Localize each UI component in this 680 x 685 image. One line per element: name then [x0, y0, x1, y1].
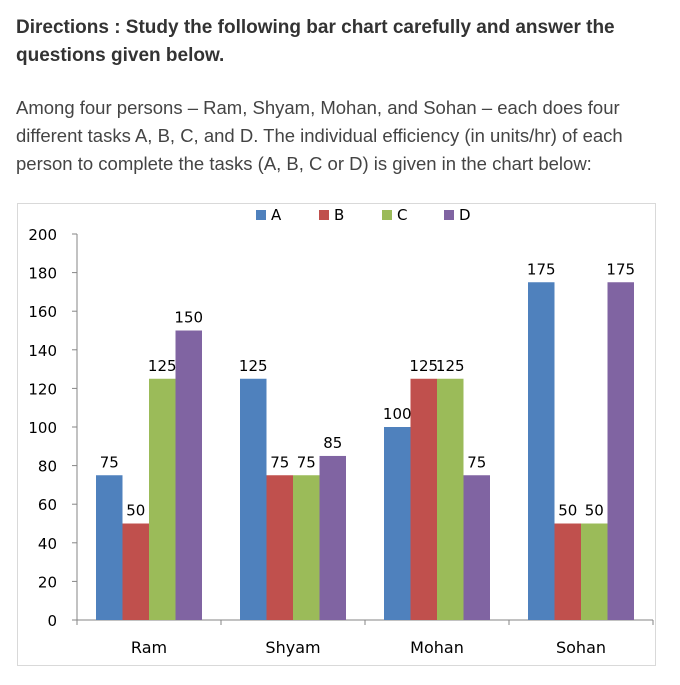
bar-mohan-b: [410, 378, 437, 620]
data-label: 50: [126, 502, 145, 520]
data-label: 75: [270, 453, 289, 471]
x-category-label: Sohan: [556, 638, 606, 657]
y-tick-label: 0: [47, 612, 57, 630]
x-axis: Ram Shyam Mohan Sohan: [76, 619, 654, 657]
y-tick-label: 140: [28, 342, 57, 360]
data-label: 150: [174, 309, 203, 327]
bar-shyam-c: [293, 475, 320, 620]
bar-shyam-d: [319, 455, 346, 620]
x-category-label: Shyam: [265, 638, 320, 657]
data-label: 175: [606, 260, 635, 278]
data-label: 125: [148, 357, 177, 375]
legend-swatch-a: [256, 210, 266, 220]
data-label: 125: [239, 357, 268, 375]
bar-mohan-d: [463, 475, 490, 620]
legend-label: A: [271, 206, 282, 224]
bar-sohan-b: [554, 523, 581, 620]
bar-ram-d: [175, 330, 202, 620]
y-tick-label: 120: [28, 380, 57, 398]
data-label: 125: [409, 357, 438, 375]
data-label: 125: [436, 357, 465, 375]
intro-text: Among four persons – Ram, Shyam, Mohan, …: [16, 97, 623, 174]
data-label: 75: [297, 453, 316, 471]
data-label: 50: [558, 502, 577, 520]
y-tick-label: 60: [38, 496, 57, 514]
legend-label: C: [397, 206, 407, 224]
x-category-label: Ram: [131, 638, 167, 657]
y-tick-label: 200: [28, 226, 57, 244]
data-label: 75: [467, 453, 486, 471]
bar-shyam-a: [240, 378, 267, 620]
bar-sohan-d: [607, 282, 634, 620]
data-label: 50: [585, 502, 604, 520]
legend-swatch-c: [382, 210, 392, 220]
bar-mohan-a: [384, 427, 411, 620]
chart-legend: A B C D: [256, 206, 471, 224]
x-category-label: Mohan: [410, 638, 464, 657]
y-tick-label: 100: [28, 419, 57, 437]
y-tick-label: 40: [38, 535, 57, 553]
legend-label: B: [334, 206, 344, 224]
y-tick-label: 80: [38, 458, 57, 476]
bar-ram-c: [149, 378, 176, 620]
bar-sohan-c: [581, 523, 608, 620]
bar-shyam-b: [266, 475, 293, 620]
bar-mohan-c: [437, 378, 464, 620]
y-tick-label: 20: [38, 573, 57, 591]
bar-sohan-a: [528, 282, 555, 620]
data-label: 100: [383, 405, 412, 423]
data-label: 85: [323, 434, 342, 452]
data-label: 75: [100, 453, 119, 471]
bar-ram-b: [122, 523, 149, 620]
legend-swatch-d: [444, 210, 454, 220]
y-tick-label: 180: [28, 265, 57, 283]
directions-text: Directions : Study the following bar cha…: [16, 17, 615, 66]
y-axis: 0 20 40 60 80 100 120 140 160 180 200: [28, 226, 78, 630]
bar-ram-a: [96, 475, 123, 620]
legend-swatch-b: [319, 210, 329, 220]
data-label: 175: [527, 260, 556, 278]
y-tick-label: 160: [28, 303, 57, 321]
legend-label: D: [459, 206, 471, 224]
